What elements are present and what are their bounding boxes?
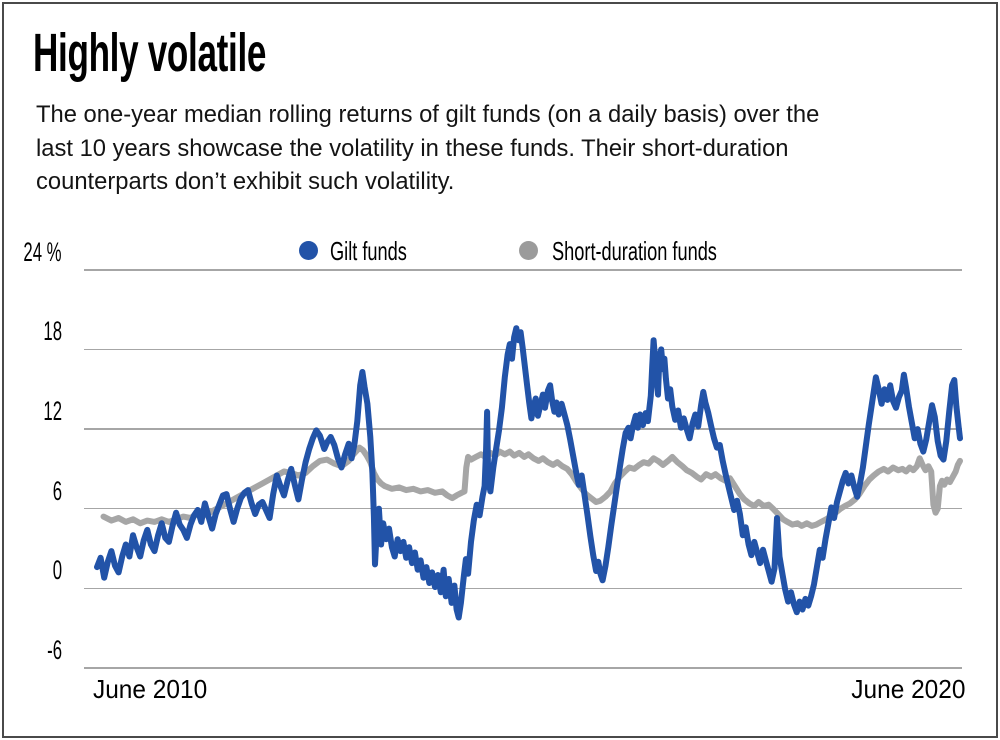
gridline-18 — [84, 348, 962, 351]
chart-subtitle: The one-year median rolling returns of g… — [36, 98, 844, 199]
chart-title: Highly volatile — [33, 22, 392, 84]
short-duration-funds-line — [100, 444, 963, 529]
legend-item-gilt-funds: Gilt funds — [299, 236, 429, 266]
gridline-6 — [84, 507, 962, 510]
subtitle-line-1: The one-year median rolling returns of g… — [36, 101, 820, 128]
x-axis-label-start: June 2010 — [93, 674, 208, 704]
subtitle-line-3: counterparts don’t exhibit such volatili… — [36, 168, 455, 195]
gilt-funds-legend-dot-icon — [299, 241, 318, 260]
gilt-funds-legend-label: Gilt funds — [330, 236, 407, 266]
gridline-0 — [84, 587, 962, 589]
y-tick-label-24: 24 % — [23, 236, 62, 267]
subtitle-line-2: last 10 years showcase the volatility in… — [36, 134, 789, 162]
short-duration-funds-legend-dot-icon — [519, 241, 538, 260]
chart-title-text: Highly volatile — [33, 23, 267, 83]
gridline-24 — [84, 269, 962, 271]
y-tick-label--6: -6 — [47, 634, 62, 665]
gridline-12 — [84, 428, 962, 430]
x-axis-label-end: June 2020 — [850, 674, 965, 704]
short-duration-funds-legend-label: Short-duration funds — [552, 236, 717, 266]
chart-legend: Gilt funds Short-duration funds — [0, 236, 1000, 266]
y-tick-label-6: 6 — [52, 475, 62, 506]
gridline--6 — [84, 667, 962, 669]
legend-item-short-duration-funds: Short-duration funds — [519, 236, 739, 266]
y-tick-label-18: 18 — [43, 316, 62, 347]
gilt-funds-line — [94, 325, 963, 621]
y-tick-label-0: 0 — [52, 555, 62, 586]
y-tick-label-12: 12 — [43, 396, 62, 427]
